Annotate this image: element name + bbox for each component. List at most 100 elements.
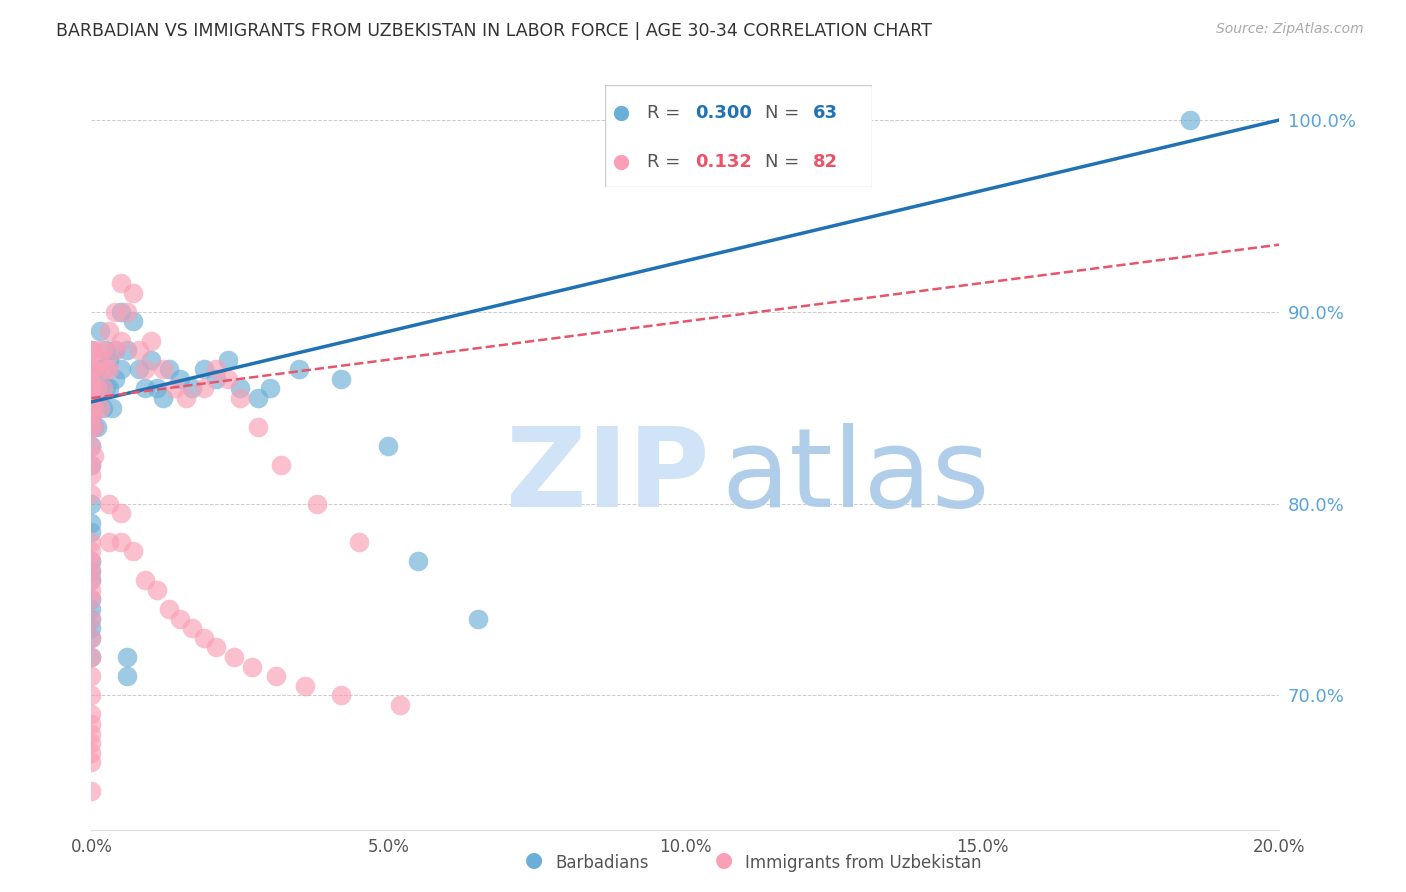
Point <box>222 650 245 665</box>
Point <box>145 381 167 395</box>
Point <box>80 592 103 607</box>
Point <box>205 640 228 655</box>
Point <box>80 525 103 540</box>
Point <box>110 334 132 348</box>
Point <box>80 554 103 568</box>
Point <box>329 689 352 703</box>
Point <box>115 304 138 318</box>
Point <box>152 391 174 405</box>
Point <box>80 487 103 501</box>
Point <box>115 650 138 665</box>
Text: 0.300: 0.300 <box>696 104 752 122</box>
Text: ●: ● <box>526 850 543 870</box>
Point <box>91 401 114 415</box>
Point <box>83 401 105 415</box>
Point <box>110 506 132 520</box>
Point <box>115 343 138 357</box>
Point <box>86 381 108 395</box>
Text: atlas: atlas <box>721 423 990 530</box>
Point <box>80 574 103 588</box>
Point <box>80 410 103 425</box>
Point <box>115 669 138 683</box>
Point <box>96 362 118 376</box>
Text: 0.132: 0.132 <box>696 153 752 170</box>
Point <box>347 535 370 549</box>
Point <box>80 391 103 405</box>
Point <box>134 362 156 376</box>
Point <box>80 650 103 665</box>
Point <box>96 343 118 357</box>
Point <box>163 381 186 395</box>
Point <box>80 612 103 626</box>
Point <box>270 458 292 472</box>
Point <box>377 439 399 453</box>
Text: N =: N = <box>765 153 804 170</box>
Point <box>80 784 103 798</box>
Text: R =: R = <box>647 153 692 170</box>
Point <box>80 727 103 741</box>
Point <box>80 689 103 703</box>
Point <box>86 343 108 357</box>
Point <box>80 362 103 376</box>
Point <box>128 343 150 357</box>
Point <box>264 669 287 683</box>
Point <box>80 717 103 731</box>
Point <box>80 631 103 645</box>
Point <box>96 381 118 395</box>
Point <box>80 516 103 530</box>
Point <box>80 612 103 626</box>
Point <box>229 391 252 405</box>
Point <box>80 707 103 722</box>
Point <box>86 362 108 376</box>
Point <box>110 276 132 290</box>
Point <box>83 401 105 415</box>
Text: N =: N = <box>765 104 804 122</box>
Point <box>193 381 215 395</box>
Point <box>122 285 145 300</box>
Point <box>122 544 145 558</box>
Text: BARBADIAN VS IMMIGRANTS FROM UZBEKISTAN IN LABOR FORCE | AGE 30-34 CORRELATION C: BARBADIAN VS IMMIGRANTS FROM UZBEKISTAN … <box>56 22 932 40</box>
Point <box>80 439 103 453</box>
Point <box>110 362 132 376</box>
Point <box>80 564 103 578</box>
Text: 82: 82 <box>813 153 838 170</box>
Point <box>152 362 174 376</box>
Point <box>98 324 121 338</box>
Text: ●: ● <box>716 850 733 870</box>
Point <box>86 391 108 405</box>
Point <box>80 381 103 395</box>
Point <box>193 631 215 645</box>
Point <box>80 535 103 549</box>
Point <box>288 362 311 376</box>
Point <box>122 314 145 328</box>
Point <box>80 343 103 357</box>
Point <box>157 602 180 616</box>
Point <box>205 362 228 376</box>
Point <box>80 582 103 597</box>
Text: Barbadians: Barbadians <box>555 855 650 872</box>
Point <box>229 381 252 395</box>
Point <box>80 736 103 750</box>
Point <box>80 381 103 395</box>
Point <box>83 449 105 463</box>
Point <box>176 391 198 405</box>
Point <box>83 419 105 434</box>
Point <box>80 439 103 453</box>
Point <box>80 391 103 405</box>
Text: Immigrants from Uzbekistan: Immigrants from Uzbekistan <box>745 855 981 872</box>
Point <box>80 544 103 558</box>
Point <box>80 401 103 415</box>
Point <box>193 362 215 376</box>
Point <box>80 401 103 415</box>
Point <box>329 372 352 386</box>
Point <box>169 612 191 626</box>
Point <box>104 304 127 318</box>
Point <box>139 352 162 367</box>
Point <box>80 343 103 357</box>
Point <box>80 458 103 472</box>
Point <box>128 362 150 376</box>
Point <box>169 372 191 386</box>
Point <box>80 564 103 578</box>
Point <box>83 362 105 376</box>
Point <box>307 497 329 511</box>
